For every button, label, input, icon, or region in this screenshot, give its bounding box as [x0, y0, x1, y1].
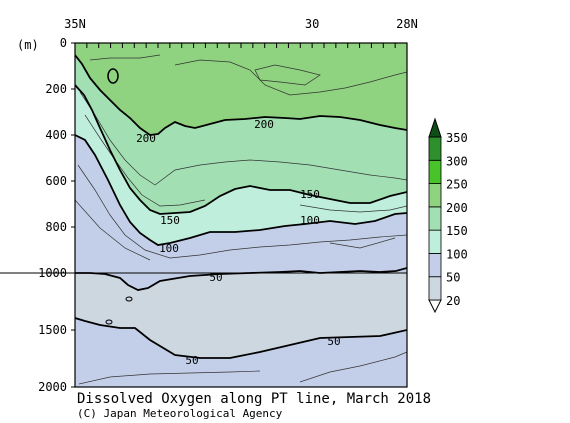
colorbar-segment [428, 159, 442, 184]
x-axis: 35N 30 28N [64, 17, 418, 31]
colorbar-label: 300 [446, 154, 468, 168]
contour-label: 100 [159, 242, 179, 255]
contour-label: 150 [160, 214, 180, 227]
contour-labels: 200 200 150 150 100 100 50 50 50 [136, 118, 341, 367]
colorbar-label: 100 [446, 247, 468, 261]
colorbar-arrow-low [428, 299, 442, 314]
x-tick-label: 35N [64, 17, 86, 31]
contour-label: 150 [300, 188, 320, 201]
contour-label: 50 [327, 335, 340, 348]
colorbar: 20 50 100 150 200 250 300 350 [428, 117, 468, 314]
colorbar-label: 200 [446, 201, 468, 215]
colorbar-segment [428, 253, 442, 278]
y-tick-label: 800 [45, 220, 67, 234]
y-axis-label: (m) [17, 38, 39, 52]
station-ticks [74, 43, 408, 48]
contour-label: 100 [300, 214, 320, 227]
y-tick-label: 2000 [38, 380, 67, 394]
contour-fill [75, 43, 407, 387]
colorbar-label: 150 [446, 224, 468, 238]
colorbar-label: 20 [446, 294, 460, 308]
thick-contours [75, 54, 407, 359]
contour-label: 200 [254, 118, 274, 131]
colorbar-segment [428, 229, 442, 254]
colorbar-segment [428, 183, 442, 208]
y-tick-label: 0 [60, 36, 67, 50]
contour-label: 50 [185, 354, 198, 367]
y-tick-label: 600 [45, 174, 67, 188]
colorbar-segment [428, 206, 442, 231]
colorbar-segment [428, 276, 442, 301]
y-tick-label: 1000 [38, 266, 67, 280]
thin-contours [75, 54, 407, 385]
chart-title: Dissolved Oxygen along PT line, March 20… [77, 391, 432, 407]
colorbar-segment [428, 136, 442, 161]
x-tick-label: 28N [396, 17, 418, 31]
y-tick-label: 200 [45, 82, 67, 96]
bubble-50 [125, 296, 133, 302]
band-200-250 [75, 43, 407, 135]
x-tick-label: 30 [305, 17, 319, 31]
colorbar-label: 50 [446, 271, 460, 285]
y-tick-label: 1500 [38, 323, 67, 337]
contour-label: 200 [136, 132, 156, 145]
bubble-200 [107, 68, 119, 84]
colorbar-label: 350 [446, 131, 468, 145]
bubble-50b [105, 319, 113, 325]
contour-label: 50 [209, 271, 222, 284]
y-tick-label: 400 [45, 128, 67, 142]
colorbar-arrow-high [428, 117, 442, 138]
band-50-100-deep [75, 318, 407, 387]
colorbar-label: 250 [446, 178, 468, 192]
chart-credit: (C) Japan Meteorological Agency [77, 407, 283, 420]
y-axis: 0 200 400 600 800 1000 1500 2000 [38, 36, 75, 394]
